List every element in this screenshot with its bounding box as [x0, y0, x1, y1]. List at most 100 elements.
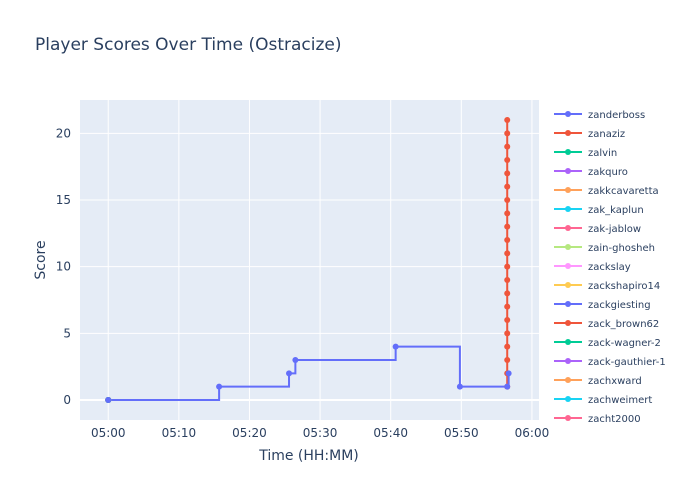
legend-label: zack-gauthier-1 — [588, 357, 666, 368]
legend-label: zackgiesting — [588, 300, 651, 311]
legend-swatch-marker — [565, 111, 571, 117]
legend-swatch-marker — [565, 206, 571, 212]
data-point-zanderboss[interactable] — [292, 357, 299, 363]
legend-label: zack_brown62 — [588, 319, 659, 330]
x-tick-label: 05:20 — [232, 426, 267, 440]
legend-label: zacht2000 — [588, 414, 641, 425]
data-point-zanderboss[interactable] — [505, 370, 512, 377]
data-point-zanaziz[interactable] — [504, 157, 511, 163]
legend-label: zanaziz — [588, 129, 625, 140]
data-point-zanaziz[interactable] — [504, 223, 511, 230]
legend-swatch-marker — [565, 358, 571, 364]
legend-swatch-marker — [565, 225, 571, 231]
legend-swatch-marker — [565, 244, 571, 250]
x-tick-label: 05:40 — [373, 426, 408, 440]
x-axis-title: Time (HH:MM) — [258, 448, 359, 464]
legend-item-zackslay[interactable]: zackslay — [554, 262, 631, 273]
data-point-zanaziz[interactable] — [504, 317, 511, 323]
data-point-zanderboss[interactable] — [216, 383, 223, 390]
legend-swatch-marker — [565, 130, 571, 136]
legend-item-zackgiesting[interactable]: zackgiesting — [554, 300, 651, 311]
legend-item-zalvin[interactable]: zalvin — [554, 148, 617, 159]
y-tick-label: 5 — [63, 326, 71, 340]
legend-item-zack_brown62[interactable]: zack_brown62 — [554, 319, 659, 330]
legend-label: zachweimert — [588, 395, 652, 406]
legend-item-zachweimert[interactable]: zachweimert — [554, 395, 652, 406]
legend-label: zakkcavaretta — [588, 186, 659, 197]
legend-label: zak_kaplun — [588, 205, 644, 216]
legend-label: zanderboss — [588, 110, 645, 121]
data-point-zanaziz[interactable] — [504, 183, 511, 190]
legend-swatch-marker — [565, 168, 571, 174]
y-tick-label: 20 — [56, 126, 71, 140]
data-point-zanaziz[interactable] — [504, 143, 511, 150]
data-point-zanderboss[interactable] — [286, 370, 293, 377]
grid — [80, 100, 539, 420]
legend-item-zak-jablow[interactable]: zak-jablow — [554, 224, 641, 235]
data-point-zanaziz[interactable] — [504, 330, 511, 337]
data-point-zanaziz[interactable] — [504, 290, 511, 297]
legend-item-zakquro[interactable]: zakquro — [554, 167, 628, 178]
x-tick-labels: 05:00 05:10 05:20 05:30 05:40 05:50 06:00 — [91, 426, 549, 440]
data-point-zanderboss[interactable] — [456, 383, 463, 390]
data-point-zanderboss[interactable] — [504, 383, 511, 390]
y-tick-label: 10 — [56, 260, 71, 274]
legend-swatch-marker — [565, 263, 571, 269]
legend[interactable]: zanderboss zanaziz zalvin zakquro zakkcavare… — [554, 110, 666, 425]
legend-item-zanaziz[interactable]: zanaziz — [554, 129, 625, 140]
legend-label: zain-ghosheh — [588, 243, 655, 254]
data-point-zanderboss[interactable] — [105, 397, 112, 403]
legend-label: zak-jablow — [588, 224, 641, 235]
legend-item-zain-ghosheh[interactable]: zain-ghosheh — [554, 243, 655, 254]
legend-label: zackshapiro14 — [588, 281, 660, 292]
data-point-zanaziz[interactable] — [504, 197, 511, 203]
x-tick-label: 05:50 — [444, 426, 479, 440]
legend-swatch-marker — [565, 415, 571, 421]
data-point-zanderboss[interactable] — [392, 343, 399, 350]
data-point-zanaziz[interactable] — [504, 250, 511, 257]
legend-label: zalvin — [588, 148, 617, 159]
legend-item-zack-gauthier-1[interactable]: zack-gauthier-1 — [554, 357, 666, 368]
legend-swatch-marker — [565, 320, 571, 326]
legend-swatch-marker — [565, 339, 571, 345]
data-point-zanaziz[interactable] — [504, 117, 511, 123]
legend-label: zackslay — [588, 262, 631, 273]
series-line-zanderboss — [108, 345, 510, 401]
legend-item-zacht2000[interactable]: zacht2000 — [554, 414, 641, 425]
chart-title: Player Scores Over Time (Ostracize) — [35, 35, 342, 55]
legend-label: zack-wagner-2 — [588, 338, 661, 349]
data-point-zanaziz[interactable] — [504, 237, 511, 243]
legend-swatch-marker — [565, 282, 571, 288]
legend-item-zachxward[interactable]: zachxward — [554, 376, 642, 387]
data-point-zanaziz[interactable] — [504, 130, 511, 137]
data-point-zanaziz[interactable] — [504, 277, 511, 283]
data-point-zanaziz[interactable] — [504, 343, 511, 350]
y-tick-label: 15 — [56, 193, 71, 207]
y-axis-title: Score — [33, 240, 49, 279]
legend-item-zanderboss[interactable]: zanderboss — [554, 110, 645, 121]
plot-area — [80, 100, 539, 420]
legend-item-zack-wagner-2[interactable]: zack-wagner-2 — [554, 338, 661, 349]
legend-item-zak_kaplun[interactable]: zak_kaplun — [554, 205, 644, 216]
legend-swatch-marker — [565, 149, 571, 155]
data-point-zanaziz[interactable] — [504, 263, 511, 270]
x-tick-label: 06:00 — [515, 426, 550, 440]
y-tick-label: 0 — [63, 393, 71, 407]
legend-swatch-marker — [565, 301, 571, 307]
legend-item-zakkcavaretta[interactable]: zakkcavaretta — [554, 186, 659, 197]
data-point-zanaziz[interactable] — [504, 210, 511, 217]
legend-item-zackshapiro14[interactable]: zackshapiro14 — [554, 281, 660, 292]
x-tick-label: 05:30 — [303, 426, 338, 440]
legend-swatch-marker — [565, 377, 571, 383]
series-points — [105, 117, 512, 403]
data-point-zanaziz[interactable] — [504, 357, 511, 363]
data-point-zanaziz[interactable] — [504, 170, 511, 177]
legend-swatch-marker — [565, 396, 571, 402]
legend-label: zachxward — [588, 376, 642, 387]
data-point-zanaziz[interactable] — [504, 303, 511, 310]
legend-label: zakquro — [588, 167, 628, 178]
x-tick-label: 05:10 — [162, 426, 197, 440]
legend-swatch-marker — [565, 187, 571, 193]
y-tick-labels: 0 5 10 15 20 — [56, 126, 71, 407]
